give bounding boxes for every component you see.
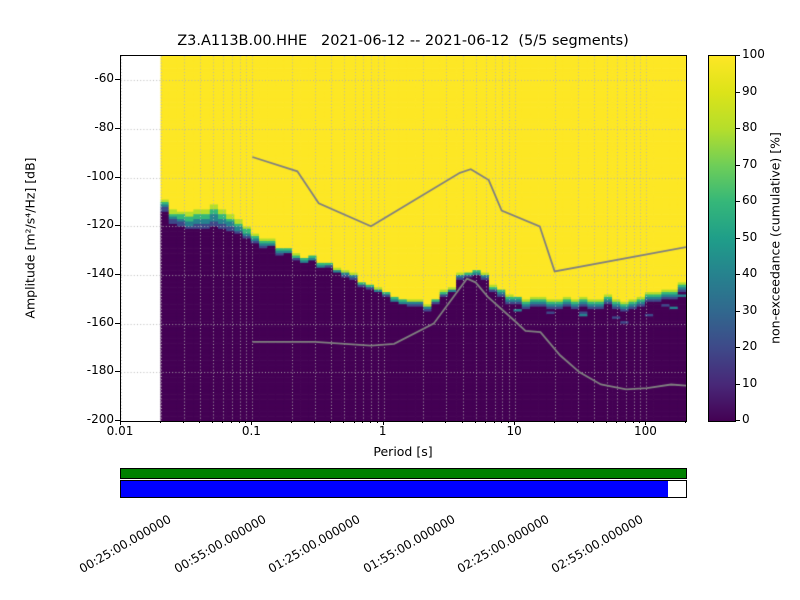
x-axis-label: Period [s] <box>373 444 433 459</box>
y-tick-mark <box>115 420 120 421</box>
x-minor-tick-mark <box>330 421 332 423</box>
time-tick-label: 00:25:00.000000 <box>77 512 174 576</box>
x-minor-tick-mark <box>422 421 424 423</box>
colorbar-gradient <box>709 56 735 421</box>
x-minor-tick-mark <box>625 421 627 423</box>
colorbar-label: non-exceedance (cumulative) [%] <box>767 132 783 344</box>
colorbar-tick-mark <box>736 310 740 312</box>
y-axis-label: Amplitude [m²/s⁴/Hz] [dB] <box>22 157 38 319</box>
colorbar-tick-label: 100 <box>742 47 765 61</box>
time-tick-label: 02:55:00.000000 <box>549 512 646 576</box>
x-tick-label: 1 <box>378 424 387 438</box>
x-tick-mark <box>251 421 253 425</box>
x-minor-tick-mark <box>211 421 213 423</box>
y-tick-mark <box>115 274 120 275</box>
x-minor-tick-mark <box>353 421 355 423</box>
coverage-bar-extent <box>120 480 687 498</box>
y-tick-label: -120 <box>86 217 114 232</box>
x-tick-mark <box>645 421 647 425</box>
plot-title: Z3.A113B.00.HHE 2021-06-12 -- 2021-06-12… <box>177 33 629 49</box>
y-tick-label: -100 <box>86 168 114 183</box>
x-minor-tick-mark <box>493 421 495 423</box>
colorbar-tick-label: 30 <box>742 302 758 317</box>
y-tick-label: -140 <box>86 266 114 280</box>
x-minor-tick-mark <box>685 421 686 423</box>
colorbar-tick-label: 70 <box>742 156 758 171</box>
colorbar-tick-label: 80 <box>742 120 758 134</box>
y-tick-label: -180 <box>86 363 114 378</box>
x-minor-tick-mark <box>159 421 161 423</box>
colorbar-tick-label: 20 <box>742 339 758 353</box>
x-minor-tick-mark <box>639 421 641 423</box>
colorbar-tick-mark <box>736 164 740 166</box>
x-minor-tick-mark <box>231 421 232 423</box>
x-minor-tick-mark <box>576 421 578 423</box>
x-minor-tick-mark <box>343 421 345 423</box>
x-tick-mark <box>382 421 384 425</box>
colorbar-tick-mark <box>736 128 740 129</box>
y-tick-mark <box>115 225 120 227</box>
x-minor-tick-mark <box>182 421 184 423</box>
x-tick-label: 0.1 <box>241 424 261 438</box>
x-minor-tick-mark <box>553 421 555 423</box>
colorbar-tick-mark <box>736 347 740 348</box>
x-minor-tick-mark <box>501 421 503 423</box>
colorbar-tick-mark <box>736 91 740 93</box>
time-tick-label: 01:55:00.000000 <box>360 512 458 576</box>
x-minor-tick-mark <box>376 421 378 423</box>
x-tick-label: 0.01 <box>106 424 134 438</box>
y-tick-label: -200 <box>86 412 114 426</box>
colorbar-tick-label: 60 <box>742 193 758 207</box>
colorbar-tick-mark <box>736 237 740 239</box>
y-tick-mark <box>115 371 120 373</box>
colorbar-tick-label: 10 <box>742 375 758 390</box>
colorbar-tick-mark <box>736 274 740 275</box>
ppsd-heatmap-canvas <box>121 56 686 421</box>
y-tick-label: -160 <box>86 314 114 329</box>
colorbar-tick-mark <box>736 55 740 56</box>
colorbar-tick-label: 50 <box>742 229 758 244</box>
y-tick-mark <box>115 176 120 178</box>
x-minor-tick-mark <box>369 421 371 423</box>
coverage-bar-segments <box>120 468 687 479</box>
time-tick-label: 00:55:00.000000 <box>171 512 269 576</box>
x-tick-mark <box>514 421 516 425</box>
coverage-bar-extent-fill <box>121 481 668 497</box>
x-minor-tick-mark <box>245 421 247 423</box>
x-minor-tick-mark <box>362 421 364 423</box>
x-minor-tick-mark <box>290 421 292 423</box>
x-minor-tick-mark <box>199 421 201 423</box>
colorbar-tick-label: 40 <box>742 266 758 280</box>
x-minor-tick-mark <box>616 421 618 423</box>
colorbar-tick-mark <box>736 420 740 421</box>
x-minor-tick-mark <box>593 421 595 423</box>
y-tick-label: -60 <box>94 71 114 86</box>
colorbar-tick-mark <box>736 201 740 202</box>
x-minor-tick-mark <box>484 421 486 423</box>
x-tick-label: 10 <box>506 424 522 438</box>
y-tick-mark <box>115 322 120 324</box>
x-minor-tick-mark <box>632 421 634 423</box>
x-tick-mark <box>120 421 121 425</box>
x-minor-tick-mark <box>508 421 510 423</box>
x-minor-tick-mark <box>605 421 607 423</box>
x-minor-tick-mark <box>461 421 463 423</box>
colorbar <box>708 55 736 422</box>
colorbar-tick-label: 90 <box>742 83 758 98</box>
x-minor-tick-mark <box>445 421 447 423</box>
x-minor-tick-mark <box>222 421 224 423</box>
x-minor-tick-mark <box>474 421 476 423</box>
y-tick-label: -80 <box>94 120 114 134</box>
y-tick-mark <box>115 128 120 129</box>
x-tick-label: 100 <box>634 424 657 438</box>
colorbar-tick-mark <box>736 383 740 385</box>
x-minor-tick-mark <box>238 421 240 423</box>
plot-area <box>120 55 687 422</box>
time-tick-label: 02:25:00.000000 <box>454 512 552 576</box>
colorbar-tick-label: 0 <box>742 412 750 426</box>
time-tick-label: 01:25:00.000000 <box>266 512 363 576</box>
y-tick-mark <box>115 79 120 81</box>
x-minor-tick-mark <box>314 421 316 423</box>
